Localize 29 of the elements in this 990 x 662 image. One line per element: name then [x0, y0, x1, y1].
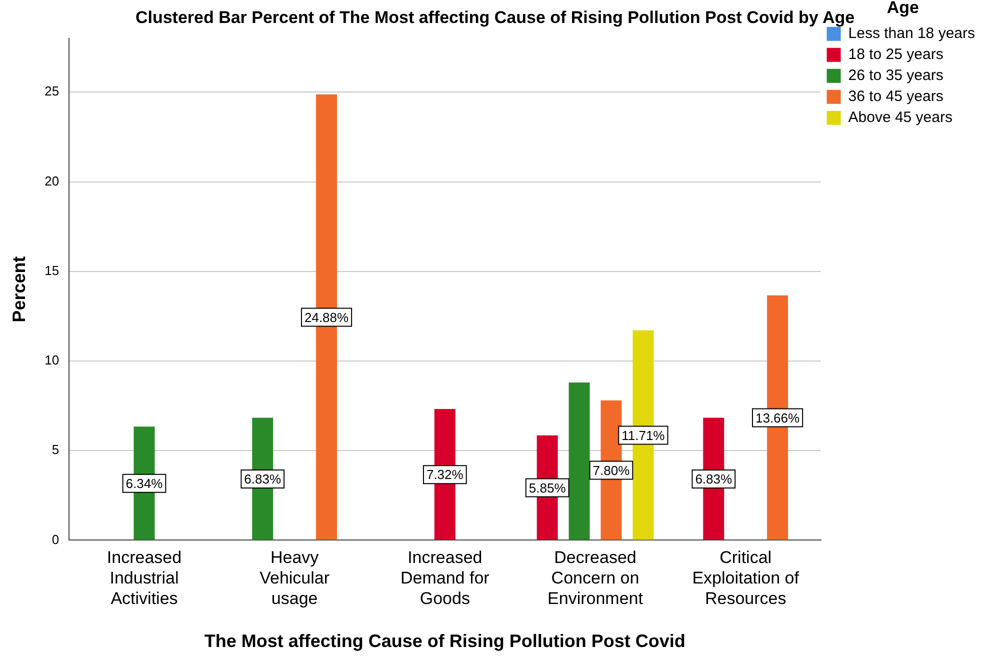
y-tick-label: 25: [44, 84, 60, 99]
y-axis-title: Percent: [8, 256, 29, 322]
x-tick-label: Decreased Concern on Environment: [548, 548, 644, 608]
legend-title: Age: [886, 0, 919, 18]
y-tick-label: 20: [44, 173, 60, 188]
x-tick-label: Critical Exploitation of Resources: [692, 548, 800, 608]
data-label: 6.83%: [244, 472, 282, 487]
data-label: 11.71%: [622, 428, 666, 443]
legend-label: Less than 18 years: [848, 25, 976, 42]
y-tick-label: 5: [52, 442, 60, 458]
data-label: 24.88%: [304, 310, 349, 325]
data-label: 7.80%: [592, 462, 630, 478]
legend-label: 36 to 45 years: [848, 88, 944, 106]
data-label: 6.83%: [695, 472, 732, 487]
x-tick-label: Increased Industrial Activities: [106, 548, 182, 608]
y-tick-label: 10: [44, 352, 60, 368]
data-label: 7.32%: [426, 467, 464, 482]
legend-label: 18 to 25 years: [848, 46, 944, 64]
data-label: 6.34%: [126, 476, 164, 491]
y-tick-label: 0: [52, 532, 60, 547]
x-axis-title: The Most affecting Cause of Rising Pollution Post Covid: [204, 631, 686, 652]
legend-label: 26 to 35 years: [848, 67, 944, 84]
x-tick-label: Increased Demand for Goods: [400, 548, 490, 608]
y-tick-label: 15: [44, 262, 60, 278]
x-tick-label: Heavy Vehicular usage: [260, 548, 330, 608]
data-label: 5.85%: [528, 480, 566, 496]
data-label: 13.66%: [755, 410, 800, 426]
chart-title: Clustered Bar Percent of The Most affecting Cause of Rising Pollution Post Covid by Age: [135, 8, 855, 27]
legend-label: Above 45 years: [848, 109, 952, 126]
